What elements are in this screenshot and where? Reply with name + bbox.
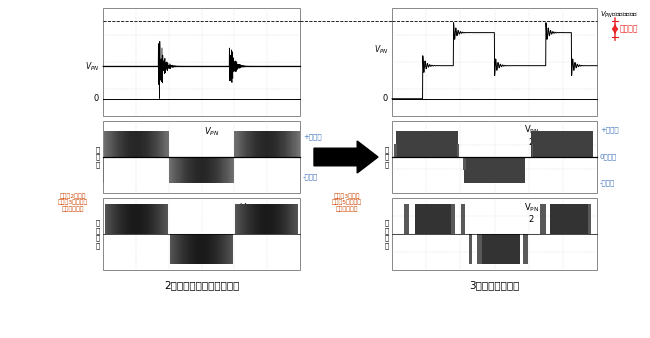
- Bar: [103, 8, 300, 116]
- Text: $\mathregular{V_{PN}}$
$\mathregular{2}$: $\mathregular{V_{PN}}$ $\mathregular{2}$: [524, 124, 539, 147]
- Bar: [103, 121, 300, 193]
- Text: 相
電
圧: 相 電 圧: [385, 146, 389, 168]
- Text: $V_{PN}$: $V_{PN}$: [374, 43, 388, 56]
- Text: 抑制効果: 抑制効果: [620, 25, 638, 33]
- Bar: [392, 8, 597, 116]
- Bar: [103, 198, 300, 270]
- Text: 相
電
圧: 相 電 圧: [96, 146, 100, 168]
- Text: $\mathregular{V_{PN}}$
$\mathregular{2}$: $\mathregular{V_{PN}}$ $\mathregular{2}$: [524, 201, 539, 224]
- Polygon shape: [314, 141, 378, 173]
- Text: $V_{PN}$: $V_{PN}$: [84, 60, 99, 73]
- Text: 0: 0: [94, 94, 99, 103]
- Text: 線
間
電
圧: 線 間 電 圧: [96, 219, 100, 249]
- Text: 2レベル制御方式（従来）: 2レベル制御方式（従来）: [164, 280, 239, 290]
- Text: $V_{PN}$: $V_{PN}$: [203, 125, 219, 138]
- Text: 相電圧3レベル
線間で5レベルの
出力電圧波形: 相電圧3レベル 線間で5レベルの 出力電圧波形: [332, 193, 362, 212]
- Bar: [392, 121, 597, 193]
- Text: 0: 0: [383, 94, 388, 103]
- Text: 相電圧2レベル
線間で3レベルの
出力電圧波形: 相電圧2レベル 線間で3レベルの 出力電圧波形: [58, 193, 88, 212]
- Text: $V_{PN}$：直流母線電圧: $V_{PN}$：直流母線電圧: [600, 10, 638, 20]
- Text: -レベル: -レベル: [600, 179, 616, 186]
- Bar: [392, 198, 597, 270]
- Text: 線
間
電
圧: 線 間 電 圧: [385, 219, 389, 249]
- Text: +レベル: +レベル: [600, 126, 619, 133]
- Text: 0レベル: 0レベル: [600, 154, 618, 160]
- Text: -レベル: -レベル: [303, 174, 318, 180]
- Text: 3レベル制御方式: 3レベル制御方式: [469, 280, 520, 290]
- Text: +レベル: +レベル: [303, 134, 322, 140]
- Text: $V_{PN}$: $V_{PN}$: [239, 202, 255, 215]
